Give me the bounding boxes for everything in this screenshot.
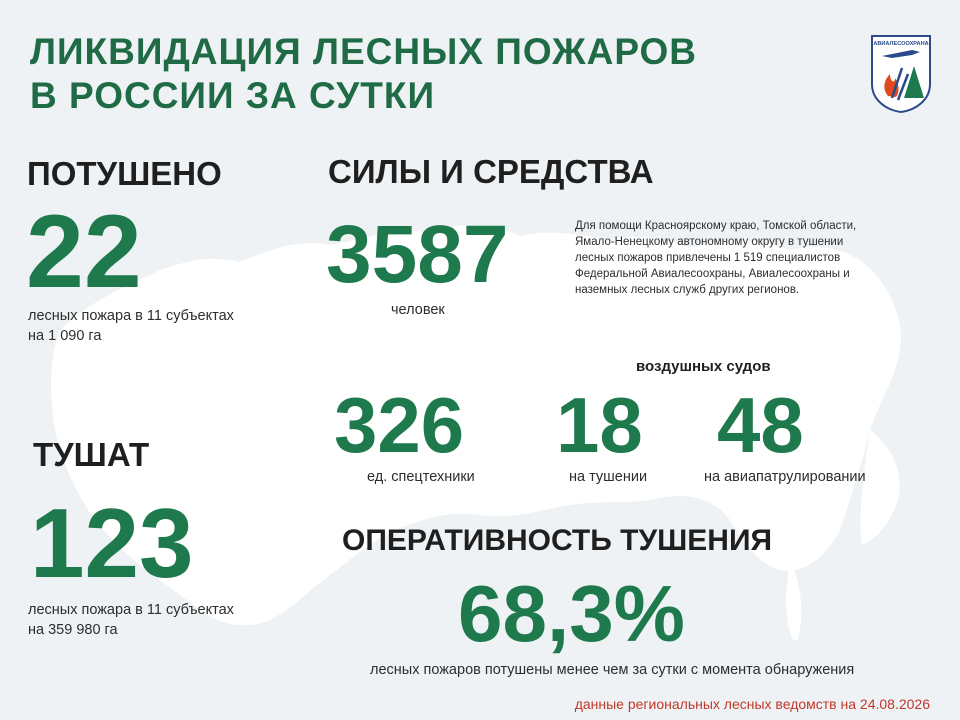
efficiency-caption: лесных пожаров потушены менее чем за сут… (370, 662, 855, 678)
aircraft-patrol-value: 48 (717, 381, 804, 469)
people-caption: человек (391, 302, 445, 318)
active-caption-line-1: лесных пожара в 11 субъектах (28, 602, 234, 618)
logo-stroke (896, 73, 910, 101)
aircraft-heading: воздушных судов (636, 358, 771, 375)
equipment-value: 326 (334, 381, 465, 469)
forces-note-line: наземных лесных служб других регионов. (575, 284, 800, 296)
extinguished-caption: лесных пожара в 11 субъектах на 1 090 га (28, 306, 234, 346)
avialesookhrana-emblem-icon: АВИАЛЕСООХРАНА (871, 35, 931, 114)
data-source-footer: данные региональных лесных ведомств на 2… (574, 696, 930, 712)
page-title: ЛИКВИДАЦИЯ ЛЕСНЫХ ПОЖАРОВ В РОССИИ ЗА СУ… (30, 30, 697, 118)
extinguished-caption-line-2: на 1 090 га (28, 328, 102, 344)
aircraft-patrol-caption: на авиапатрулировании (704, 469, 866, 485)
logo-text: АВИАЛЕСООХРАНА (873, 41, 928, 47)
efficiency-value: 68,3% (458, 569, 685, 658)
active-value: 123 (30, 488, 194, 598)
title-line-2: В РОССИИ ЗА СУТКИ (30, 75, 436, 116)
russia-map-shape (51, 225, 901, 626)
active-heading: ТУШАТ (33, 436, 150, 473)
airplane-icon (882, 50, 920, 58)
forces-note: Для помощи Красноярскому краю, Томской о… (575, 218, 856, 298)
aircraft-firefighting-caption: на тушении (569, 469, 648, 485)
logo-stroke-2 (890, 67, 904, 99)
extinguished-heading: ПОТУШЕНО (27, 155, 222, 192)
forces-heading: СИЛЫ И СРЕДСТВА (328, 153, 654, 190)
kamchatka-shape (860, 430, 900, 545)
active-caption: лесных пожара в 11 субъектах на 359 980 … (28, 600, 234, 640)
active-caption-line-2: на 359 980 га (28, 622, 118, 638)
forces-note-line: Федеральной Авиалесоохраны, Авиалесоохра… (575, 268, 850, 280)
sakhalin-shape (786, 560, 802, 641)
equipment-caption: ед. спецтехники (367, 469, 475, 485)
forces-note-line: Ямало-Ненецкому автономному округу в туш… (575, 236, 844, 248)
avialesookhrana-logo: АВИАЛЕСООХРАНА (868, 34, 934, 114)
forces-note-line: лесных пожаров привлечены 1 519 специали… (575, 252, 841, 264)
title-line-1: ЛИКВИДАЦИЯ ЛЕСНЫХ ПОЖАРОВ (30, 31, 698, 72)
forces-note-line: Для помощи Красноярскому краю, Томской о… (575, 220, 857, 232)
extinguished-value: 22 (26, 194, 142, 310)
aircraft-firefighting-value: 18 (556, 381, 643, 469)
efficiency-heading: ОПЕРАТИВНОСТЬ ТУШЕНИЯ (342, 524, 773, 557)
people-value: 3587 (326, 209, 509, 300)
extinguished-caption-line-1: лесных пожара в 11 субъектах (28, 308, 234, 324)
fir-tree-icon (904, 66, 924, 98)
